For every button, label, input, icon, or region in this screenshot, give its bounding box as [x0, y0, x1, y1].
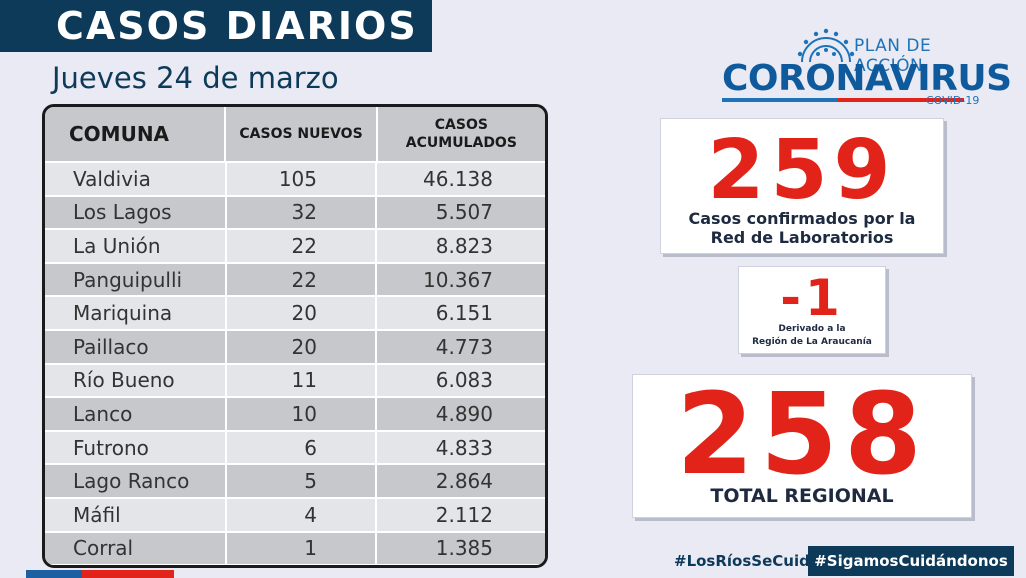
coronavirus-logo: PLAN DE ACCIÓN CORONAVIRUS COVID-19 — [720, 22, 1012, 112]
cell-acumulados: 2.112 — [435, 502, 493, 527]
total-regional-caption: TOTAL REGIONAL — [710, 485, 894, 507]
cell-acumulados: 4.890 — [435, 401, 493, 426]
table-row: La Unión 22 8.823 — [45, 230, 545, 264]
logo-plan-text: PLAN DE ACCIÓN — [854, 36, 932, 76]
cell-comuna: Los Lagos — [45, 196, 227, 229]
table-row: Lanco 10 4.890 — [45, 398, 545, 432]
cell-comuna: Panguipulli — [45, 263, 227, 296]
table-row: Panguipulli 22 10.367 — [45, 263, 545, 298]
cell-nuevos: 32 — [227, 196, 377, 229]
cell-comuna: Corral — [45, 532, 227, 565]
cell-nuevos: 105 — [227, 163, 377, 195]
logo-bar-blue — [722, 98, 838, 102]
table-row: Paillaco 20 4.773 — [45, 330, 545, 365]
cell-nuevos: 22 — [227, 230, 377, 262]
cases-table: COMUNA CASOS NUEVOS CASOS ACUMULADOS Val… — [42, 104, 548, 568]
column-header-acumulados: CASOS ACUMULADOS — [405, 117, 517, 151]
footer-stripe-blue — [26, 570, 82, 578]
cell-acumulados: 1.385 — [435, 536, 493, 561]
column-header-comuna: COMUNA — [45, 107, 227, 161]
derived-cases-value: -1 — [780, 269, 844, 327]
cell-comuna: Lago Ranco — [45, 465, 227, 497]
table-row: Futrono 6 4.833 — [45, 431, 545, 466]
cell-acumulados: 46.138 — [423, 166, 493, 191]
cell-nuevos: 1 — [227, 532, 377, 565]
table-row: Corral 1 1.385 — [45, 532, 545, 565]
cell-nuevos: 22 — [227, 263, 377, 296]
column-header-nuevos: CASOS NUEVOS — [226, 107, 378, 161]
cell-acumulados: 5.507 — [435, 200, 493, 225]
cell-nuevos: 11 — [227, 364, 377, 397]
confirmed-cases-card: 259 Casos confirmados por la Red de Labo… — [660, 118, 944, 254]
confirmed-cases-value: 259 — [707, 123, 897, 218]
total-regional-card: 258 TOTAL REGIONAL — [632, 374, 972, 518]
page-title: CASOS DIARIOS — [0, 0, 432, 52]
table-row: Máfil 4 2.112 — [45, 498, 545, 533]
table-header: COMUNA CASOS NUEVOS CASOS ACUMULADOS — [45, 107, 545, 163]
confirmed-cases-caption: Casos confirmados por la Red de Laborato… — [688, 209, 916, 247]
footer-stripe-red — [82, 570, 174, 578]
virus-icon — [797, 28, 855, 63]
cell-nuevos: 20 — [227, 330, 377, 363]
cell-acumulados: 10.367 — [423, 267, 493, 292]
table-row: Lago Ranco 5 2.864 — [45, 465, 545, 499]
hashtag-losrios: #LosRíosSeCuida — [674, 552, 820, 570]
cell-comuna: Máfil — [45, 498, 227, 531]
cell-comuna: Río Bueno — [45, 364, 227, 397]
derived-cases-caption: Derivado a la Región de La Araucanía — [752, 324, 872, 347]
cell-comuna: Futrono — [45, 431, 227, 464]
cell-nuevos: 20 — [227, 297, 377, 329]
cell-acumulados: 8.823 — [435, 233, 493, 258]
total-regional-value: 258 — [676, 370, 928, 500]
cell-nuevos: 4 — [227, 498, 377, 531]
cell-comuna: Lanco — [45, 398, 227, 430]
logo-bar-red — [838, 98, 964, 102]
cell-comuna: Mariquina — [45, 297, 227, 329]
cell-acumulados: 2.864 — [435, 469, 493, 494]
logo-main-text: CORONAVIRUS — [722, 58, 1012, 99]
cell-comuna: Valdivia — [45, 163, 227, 195]
table-row: Valdivia 105 46.138 — [45, 163, 545, 197]
cell-nuevos: 6 — [227, 431, 377, 464]
cell-acumulados: 6.151 — [435, 301, 493, 326]
cell-comuna: La Unión — [45, 230, 227, 262]
table-row: Mariquina 20 6.151 — [45, 297, 545, 331]
derived-cases-card: -1 Derivado a la Región de La Araucanía — [738, 266, 886, 354]
date-subtitle: Jueves 24 de marzo — [52, 61, 339, 95]
cell-acumulados: 4.773 — [435, 334, 493, 359]
cell-nuevos: 10 — [227, 398, 377, 430]
cell-acumulados: 4.833 — [435, 435, 493, 460]
cell-acumulados: 6.083 — [435, 368, 493, 393]
table-body: Valdivia 105 46.138 Los Lagos 32 5.507 La Unió… — [45, 163, 545, 565]
cell-nuevos: 5 — [227, 465, 377, 497]
table-row: Los Lagos 32 5.507 — [45, 196, 545, 231]
logo-covid-text: COVID-19 — [926, 94, 980, 107]
hashtag-sigamos: #SigamosCuidándonos — [808, 546, 1014, 576]
table-row: Río Bueno 11 6.083 — [45, 364, 545, 399]
cell-comuna: Paillaco — [45, 330, 227, 363]
